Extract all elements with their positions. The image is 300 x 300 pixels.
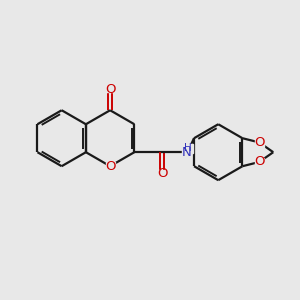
Text: O: O: [254, 136, 265, 149]
Text: O: O: [254, 155, 265, 169]
Bar: [106, 84, 114, 92]
Text: N: N: [182, 146, 192, 159]
Bar: [255, 138, 264, 146]
Bar: [158, 170, 166, 178]
Text: O: O: [105, 82, 116, 95]
Text: O: O: [105, 160, 116, 173]
Bar: [182, 144, 193, 152]
Bar: [183, 150, 191, 158]
Bar: [255, 158, 264, 166]
Text: O: O: [157, 167, 168, 180]
Bar: [106, 162, 115, 170]
Text: H: H: [184, 143, 191, 153]
